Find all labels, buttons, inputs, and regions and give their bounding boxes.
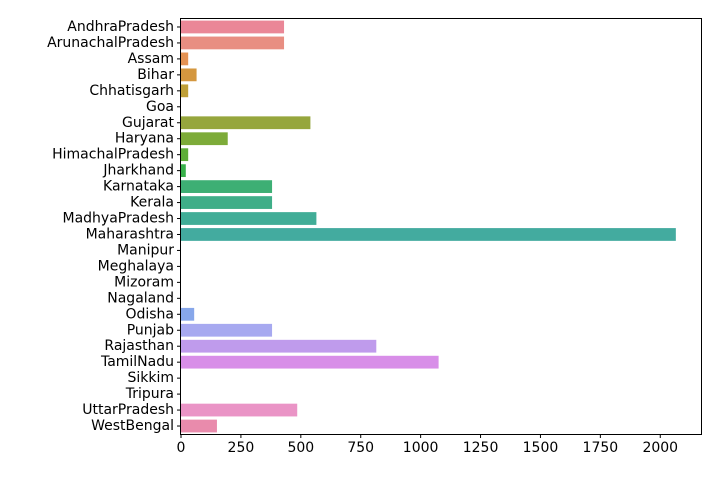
x-tick-label: 500 bbox=[287, 440, 314, 456]
y-tick-label: Rajasthan bbox=[104, 338, 174, 354]
x-tick-label: 250 bbox=[228, 440, 255, 456]
bar-westbengal bbox=[181, 419, 217, 433]
y-tick-label: TamilNadu bbox=[100, 354, 174, 370]
bar-chhatisgarh bbox=[181, 84, 189, 98]
y-tick-label: MadhyaPradesh bbox=[63, 211, 174, 227]
x-axis-ticks: 0 250 500 750 1000 1250 1500 1750 2000 bbox=[177, 434, 678, 456]
y-tick-label: Manipur bbox=[117, 242, 174, 258]
bar-arunachalpradesh bbox=[181, 36, 285, 50]
y-tick-label: Sikkim bbox=[127, 370, 174, 386]
y-tick-label: Haryana bbox=[115, 131, 174, 147]
bar-kerala bbox=[181, 196, 273, 209]
bar-uttarpradesh bbox=[181, 403, 298, 417]
y-tick-label: HimachalPradesh bbox=[52, 147, 174, 163]
bar-odisha bbox=[181, 307, 195, 321]
bar-himachalpradesh bbox=[181, 148, 189, 162]
bars-group bbox=[181, 20, 676, 433]
x-tick-label: 1250 bbox=[463, 440, 499, 456]
y-tick-label: Mizoram bbox=[114, 274, 174, 290]
bar-haryana bbox=[181, 132, 228, 146]
bar-assam bbox=[181, 52, 189, 66]
y-tick-label: ArunachalPradesh bbox=[47, 35, 174, 51]
bar-rajasthan bbox=[181, 339, 377, 353]
y-tick-label: Karnataka bbox=[103, 179, 174, 195]
x-tick-label: 0 bbox=[177, 440, 186, 456]
bar-jharkhand bbox=[181, 164, 186, 178]
bar-gujarat bbox=[181, 116, 311, 130]
y-tick-label: WestBengal bbox=[91, 418, 174, 434]
y-tick-label: Kerala bbox=[130, 195, 174, 211]
y-tick-label: Odisha bbox=[125, 306, 174, 322]
y-tick-label: Goa bbox=[146, 99, 174, 115]
y-tick-label: Meghalaya bbox=[98, 258, 174, 274]
y-tick-label: AndhraPradesh bbox=[67, 19, 174, 35]
y-tick-label: Nagaland bbox=[107, 290, 174, 306]
x-tick-label: 2000 bbox=[642, 440, 678, 456]
bar-bihar bbox=[181, 68, 197, 82]
y-tick-label: UttarPradesh bbox=[82, 402, 174, 418]
bar-karnataka bbox=[181, 180, 273, 193]
y-tick-label: Chhatisgarh bbox=[89, 83, 174, 99]
y-tick-label: Tripura bbox=[125, 386, 174, 402]
y-tick-label: Assam bbox=[128, 51, 174, 67]
bar-punjab bbox=[181, 323, 273, 337]
y-tick-label: Punjab bbox=[127, 322, 174, 338]
bar-andhrapradesh bbox=[181, 20, 285, 34]
bar-madhyapradesh bbox=[181, 212, 317, 225]
x-tick-label: 750 bbox=[347, 440, 374, 456]
x-tick-label: 1500 bbox=[523, 440, 559, 456]
y-axis-ticks: AndhraPradeshArunachalPradeshAssamBiharC… bbox=[47, 19, 181, 434]
x-tick-label: 1750 bbox=[583, 440, 619, 456]
y-tick-label: Jharkhand bbox=[102, 163, 174, 179]
bar-maharashtra bbox=[181, 228, 676, 241]
y-tick-label: Maharashtra bbox=[86, 226, 174, 242]
x-tick-label: 1000 bbox=[403, 440, 439, 456]
plot-frame bbox=[180, 18, 702, 435]
y-tick-label: Bihar bbox=[137, 67, 174, 83]
bar-tamilnadu bbox=[181, 355, 439, 369]
y-tick-label: Gujarat bbox=[122, 115, 175, 131]
